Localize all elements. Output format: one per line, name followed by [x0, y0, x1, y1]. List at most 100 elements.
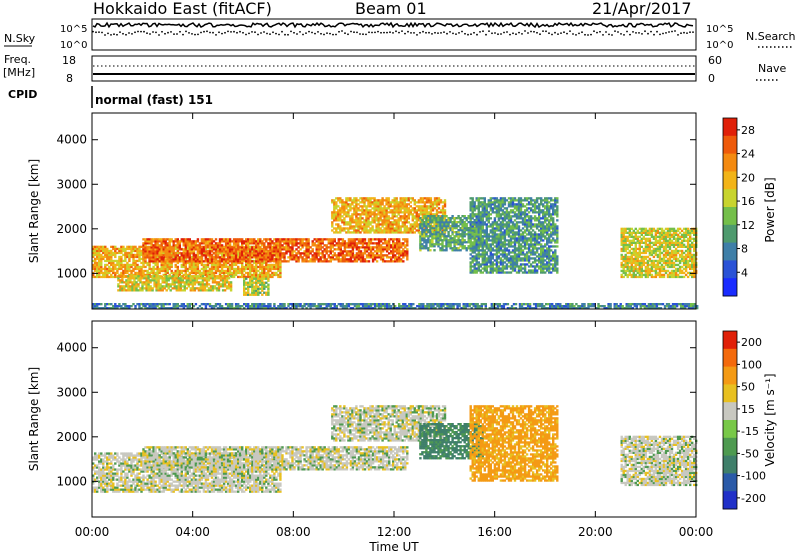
echo-cell — [391, 223, 394, 226]
echo-cell — [329, 260, 332, 263]
nsearch-dot — [569, 30, 571, 32]
echo-cell — [343, 258, 347, 261]
echo-cell — [249, 261, 252, 265]
nsearch-dot — [566, 32, 568, 35]
echo-cell — [157, 279, 160, 282]
echo-cell — [413, 207, 416, 210]
echo-cell — [441, 233, 444, 236]
echo-cell — [389, 201, 392, 204]
echo-cell — [232, 263, 236, 267]
echo-cell — [221, 281, 225, 284]
echo-cell — [155, 289, 158, 292]
echo-cell — [355, 219, 358, 222]
nave-lo-label: 0 — [708, 72, 715, 85]
echo-cell — [178, 246, 181, 249]
echo-cell — [245, 260, 248, 263]
echo-cell — [102, 257, 105, 261]
echo-cell — [148, 256, 151, 259]
echo-cell — [204, 240, 208, 243]
echo-cell — [168, 244, 171, 247]
nsearch-dot — [92, 30, 94, 33]
echo-cell — [303, 244, 306, 247]
echo-cell — [503, 265, 507, 268]
echo-cell — [227, 283, 231, 286]
echo-cell — [230, 260, 234, 263]
echo-cell — [131, 281, 134, 284]
echo-cell — [405, 203, 408, 206]
echo-cell — [285, 238, 288, 241]
echo-cell — [392, 238, 395, 241]
echo-cell — [222, 269, 226, 273]
echo-cell — [191, 289, 195, 292]
echo-cell — [501, 223, 505, 226]
echo-cell — [491, 233, 494, 236]
echo-cell — [138, 259, 141, 263]
echo-cell — [433, 243, 436, 246]
echo-cell — [212, 248, 216, 251]
echo-cell — [497, 227, 501, 230]
echo-cell — [202, 248, 206, 251]
nsearch-dot — [581, 31, 583, 34]
echo-cell — [379, 209, 382, 212]
echo-cell — [253, 238, 256, 241]
echo-cell — [477, 197, 480, 200]
echo-cell — [191, 277, 195, 280]
echo-cell — [327, 254, 330, 257]
nsearch-dot — [419, 31, 421, 34]
echo-cell — [361, 225, 364, 228]
echo-cell — [393, 229, 396, 232]
echo-cell — [473, 201, 476, 204]
echo-cell — [402, 252, 405, 255]
echo-cell — [401, 215, 404, 218]
echo-cell — [214, 238, 218, 241]
echo-cell — [319, 256, 322, 259]
echo-cell — [193, 281, 197, 284]
echo-cell — [349, 217, 352, 220]
echo-cell — [489, 243, 492, 246]
echo-cell — [229, 287, 233, 290]
echo-cell — [174, 245, 177, 248]
echo-cell — [213, 275, 217, 278]
nsearch-dot — [188, 32, 190, 34]
echo-cell — [166, 260, 169, 263]
echo-cell — [339, 215, 342, 218]
echo-cell — [497, 209, 501, 212]
echo-cell — [441, 209, 445, 212]
echo-cell — [315, 250, 318, 253]
echo-cell — [184, 244, 187, 247]
echo-cell — [126, 269, 129, 273]
echo-cell — [505, 259, 509, 262]
echo-cell — [379, 246, 383, 249]
echo-cell — [461, 245, 464, 248]
echo-cell — [124, 271, 127, 275]
echo-cell — [303, 252, 306, 255]
echo-cell — [275, 255, 278, 259]
echo-cell — [226, 244, 230, 247]
echo-cell — [425, 213, 429, 216]
echo-cell — [437, 229, 440, 232]
echo-cell — [203, 289, 207, 292]
echo-cell — [138, 273, 141, 277]
echo-cell — [261, 281, 264, 284]
echo-cell — [253, 275, 256, 279]
echo-cell — [315, 256, 318, 259]
echo-cell — [423, 211, 427, 214]
nsearch-dot — [299, 31, 301, 33]
echo-cell — [335, 244, 338, 247]
echo-cell — [467, 227, 470, 230]
echo-cell — [218, 248, 222, 251]
echo-cell — [419, 247, 422, 250]
echo-cell — [279, 248, 282, 251]
echo-cell — [473, 267, 476, 270]
echo-cell — [232, 238, 236, 241]
echo-cell — [469, 267, 472, 270]
echo-cell — [159, 275, 162, 278]
echo-cell — [255, 260, 258, 263]
echo-cell — [359, 213, 362, 216]
echo-cell — [315, 240, 318, 243]
echo-cell — [423, 229, 426, 232]
echo-cell — [501, 265, 505, 268]
echo-cell — [196, 261, 200, 265]
echo-cell — [493, 245, 497, 248]
echo-cell — [353, 209, 356, 212]
